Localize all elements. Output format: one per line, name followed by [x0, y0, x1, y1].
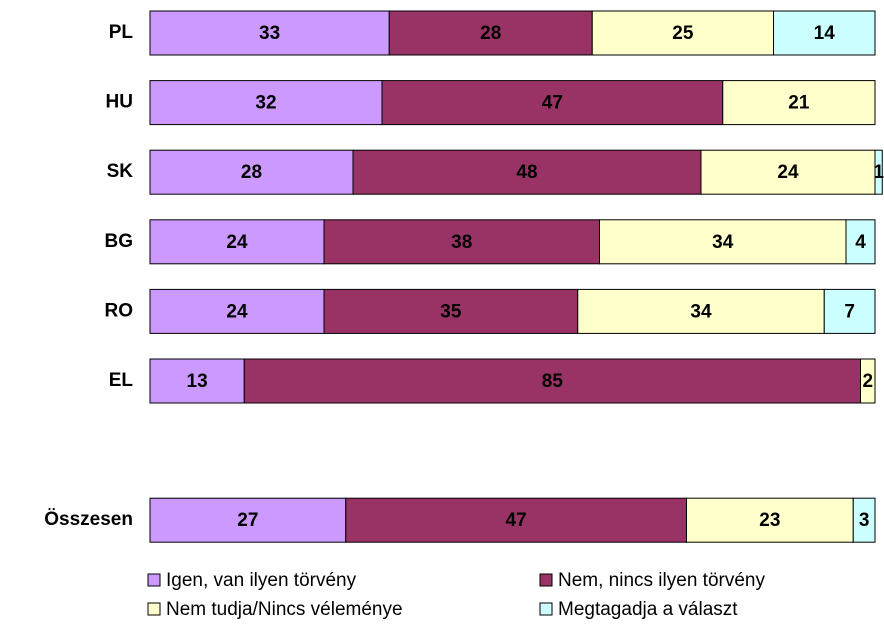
value-label: 14 [814, 23, 836, 44]
value-label: 24 [777, 162, 799, 183]
bar-segment [381, 80, 724, 126]
bar-segment [722, 80, 876, 126]
value-label: 7 [844, 301, 855, 322]
value-label: 21 [788, 93, 810, 114]
bar-segment [852, 497, 876, 543]
legend-swatch [147, 573, 161, 587]
bar-segment [149, 149, 354, 195]
value-label: 1 [873, 162, 884, 183]
category-label: RO [105, 300, 134, 321]
value-label: 48 [516, 162, 537, 183]
bar-segment [149, 10, 390, 56]
value-label: 27 [237, 510, 258, 531]
bar-segment [686, 497, 854, 543]
bar-segment [149, 358, 245, 404]
value-label: 25 [672, 23, 694, 44]
value-label: 13 [187, 371, 208, 392]
category-label: PL [109, 22, 134, 43]
bar-segment [700, 149, 876, 195]
bar-segment [823, 288, 876, 334]
value-label: 28 [241, 162, 262, 183]
bar-segment [773, 10, 876, 56]
bar-segment [860, 358, 876, 404]
legend-label: Nem tudja/Nincs véleménye [166, 599, 403, 620]
value-label: 2 [862, 371, 873, 392]
value-label: 33 [259, 23, 280, 44]
bar-segment [591, 10, 774, 56]
legend-swatch [539, 602, 553, 616]
value-label: 24 [226, 301, 248, 322]
value-label: 85 [542, 371, 564, 392]
value-label: 24 [226, 232, 248, 253]
value-label: 34 [690, 301, 712, 322]
value-label: 35 [440, 301, 462, 322]
bar-segment [352, 149, 702, 195]
value-label: 38 [451, 232, 472, 253]
value-label: 28 [480, 23, 501, 44]
value-label: 47 [506, 510, 527, 531]
bar-segment [599, 219, 847, 265]
category-label: HU [106, 92, 133, 113]
bar-segment [149, 288, 325, 334]
legend-swatch [539, 573, 553, 587]
category-label: SK [107, 161, 134, 182]
bar-segment [345, 497, 687, 543]
bar-segment [149, 80, 383, 126]
value-label: 23 [759, 510, 780, 531]
bar-segment [149, 219, 325, 265]
value-label: 32 [255, 93, 276, 114]
bar-segment [388, 10, 593, 56]
value-label: 47 [542, 93, 563, 114]
category-label: EL [109, 370, 134, 391]
bar-segment [323, 219, 600, 265]
legend-label: Igen, van ilyen törvény [166, 570, 357, 591]
category-label: Összesen [44, 509, 133, 530]
value-label: 3 [859, 510, 870, 531]
legend-swatch [147, 602, 161, 616]
bar-segment [874, 149, 883, 195]
category-label: BG [105, 231, 134, 252]
bar-segment [845, 219, 876, 265]
value-label: 34 [712, 232, 734, 253]
legend-label: Nem, nincs ilyen törvény [558, 570, 765, 591]
value-label: 4 [855, 232, 866, 253]
legend-label: Megtagadja a választ [558, 599, 738, 620]
